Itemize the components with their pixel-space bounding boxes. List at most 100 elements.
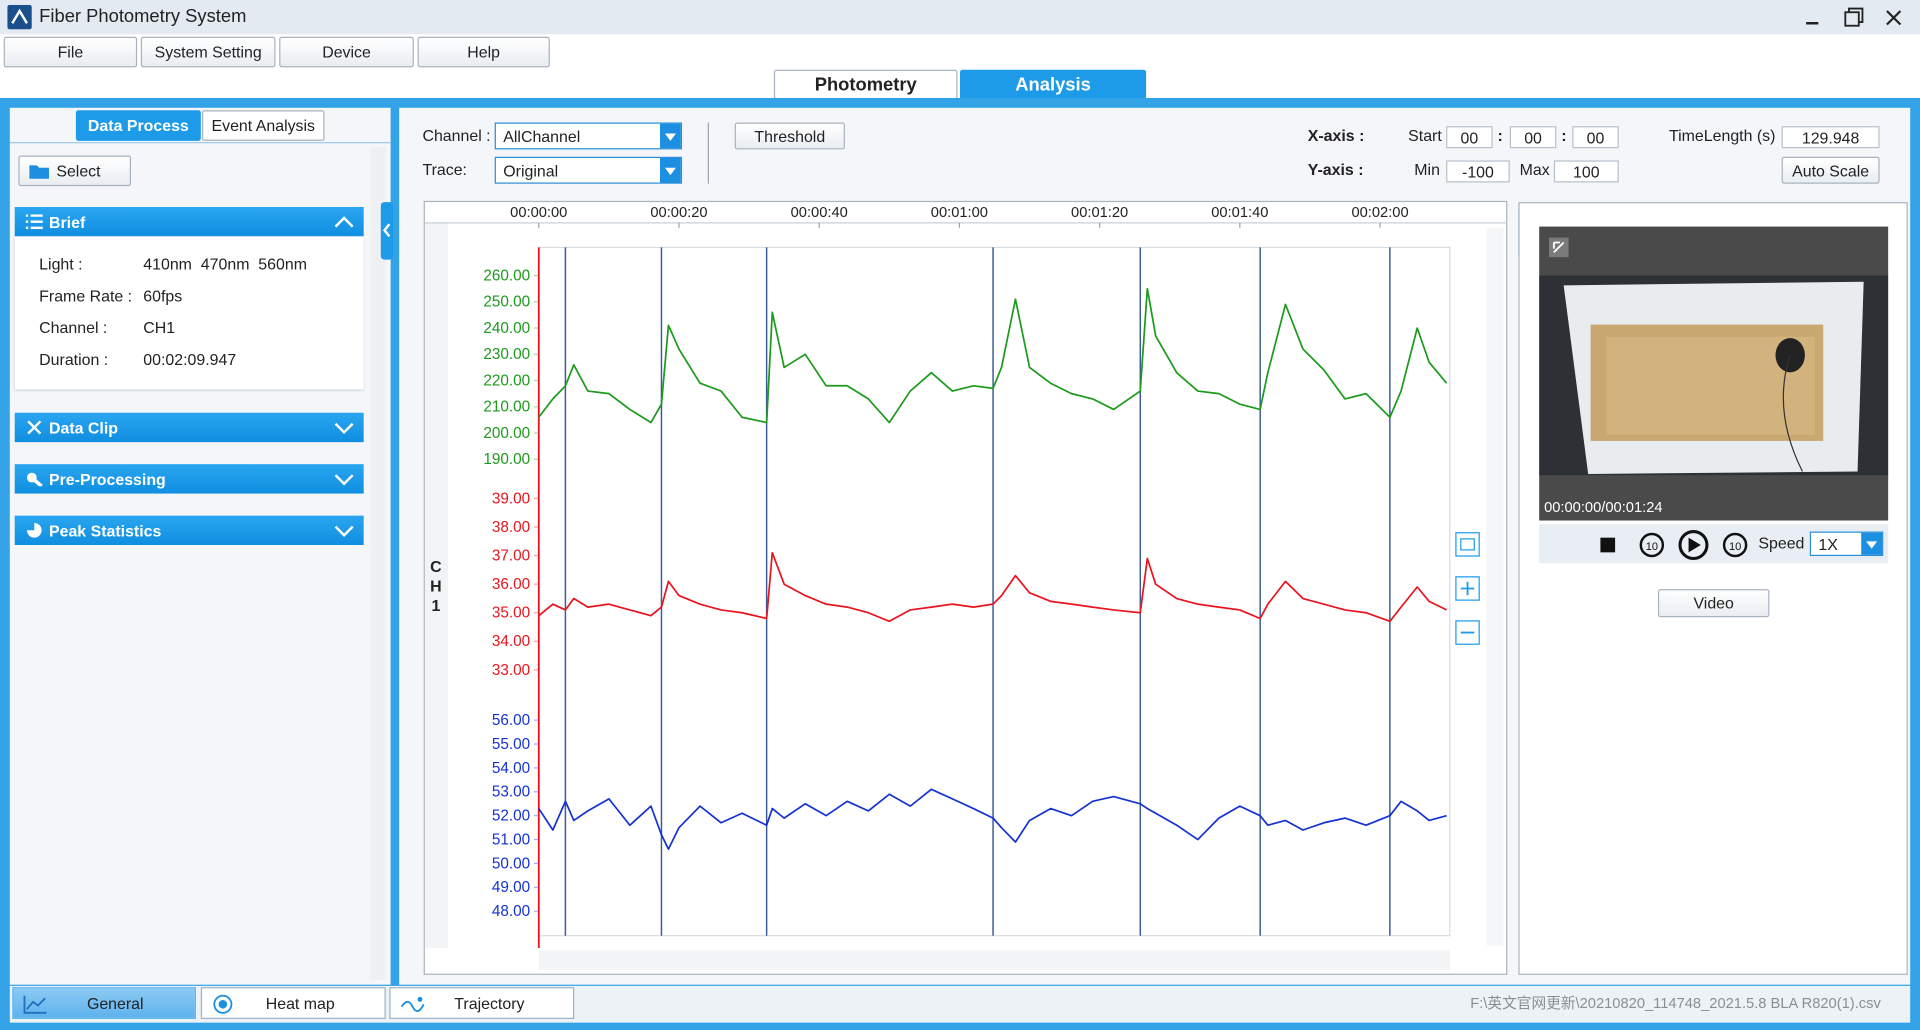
brief-card: Light : 410nm 470nm 560nm Frame Rate : 6… bbox=[14, 236, 364, 390]
start-label: Start bbox=[1408, 126, 1442, 145]
separator bbox=[707, 122, 709, 184]
section-title: Data Clip bbox=[48, 418, 118, 437]
start-seconds[interactable]: 00 bbox=[1572, 126, 1619, 149]
data-clip-header[interactable]: Data Clip bbox=[14, 412, 364, 443]
trace-dropdown[interactable]: Original bbox=[494, 156, 683, 184]
wrench-icon bbox=[26, 472, 43, 487]
brief-header[interactable]: Brief bbox=[14, 206, 364, 237]
min-field[interactable]: -100 bbox=[1446, 160, 1510, 183]
x-tick-label: 00:00:00 bbox=[510, 205, 567, 221]
channel-dropdown[interactable]: AllChannel bbox=[494, 122, 683, 150]
y-tick-label: 210.00 bbox=[483, 399, 530, 416]
collapse-left-tab[interactable] bbox=[380, 202, 394, 260]
tab-photometry[interactable]: Photometry bbox=[773, 69, 958, 100]
video-button[interactable]: Video bbox=[1657, 589, 1770, 618]
window-title: Fiber Photometry System bbox=[39, 6, 247, 27]
video-controls: 10 10 Speed 1X bbox=[1539, 524, 1889, 564]
dropdown-arrow bbox=[1861, 532, 1883, 555]
brief-value: 410nm 470nm 560nm bbox=[143, 254, 307, 274]
chart: 00:00:00 00:00:20 00:00:40 00:01:00 00:01:20… bbox=[424, 205, 1507, 970]
x-tick-label: 00:00:40 bbox=[791, 205, 848, 221]
scrollbar[interactable] bbox=[371, 146, 386, 980]
brief-title: Brief bbox=[48, 212, 86, 231]
peak-statistics-header[interactable]: Peak Statistics bbox=[14, 515, 364, 546]
brief-value: CH1 bbox=[143, 318, 176, 337]
y-tick-label: 220.00 bbox=[483, 372, 530, 389]
trace-label: Trace: bbox=[422, 160, 467, 179]
tab-label: Heat map bbox=[265, 993, 335, 1013]
menu-file[interactable]: File bbox=[3, 36, 138, 68]
tab-label: Trajectory bbox=[454, 993, 525, 1013]
y-tick-label: 52.00 bbox=[492, 808, 530, 825]
menu-system-setting[interactable]: System Setting bbox=[140, 36, 276, 68]
y-tick-label: 49.00 bbox=[492, 879, 530, 896]
tab-label: General bbox=[86, 993, 144, 1013]
trace-line bbox=[538, 287, 1448, 424]
menu-device[interactable]: Device bbox=[279, 36, 414, 68]
tab-analysis[interactable]: Analysis bbox=[960, 69, 1147, 100]
zoom-tools[interactable] bbox=[1455, 532, 1482, 650]
tab-event-analysis[interactable]: Event Analysis bbox=[202, 110, 325, 141]
y-axis-label: Y-axis : bbox=[1307, 160, 1364, 179]
auto-scale-button[interactable]: Auto Scale bbox=[1781, 156, 1880, 184]
brief-value: 60fps bbox=[143, 286, 183, 305]
tab-trajectory[interactable]: Trajectory bbox=[389, 987, 575, 1019]
tab-general[interactable]: General bbox=[12, 987, 196, 1019]
pre-processing-header[interactable]: Pre-Processing bbox=[14, 464, 364, 494]
playback-buttons[interactable]: 10 10 bbox=[1588, 527, 1759, 561]
channel-value: AllChannel bbox=[503, 126, 581, 146]
y-tick-label: 37.00 bbox=[492, 548, 530, 565]
section-title: Peak Statistics bbox=[48, 521, 162, 540]
max-label: Max bbox=[1519, 160, 1550, 179]
x-tick-label: 00:01:00 bbox=[931, 205, 988, 221]
y-tick-label: 260.00 bbox=[483, 267, 530, 284]
y-tick-label: 48.00 bbox=[492, 903, 530, 920]
tab-heat-map[interactable]: Heat map bbox=[200, 987, 386, 1019]
list-icon bbox=[25, 214, 43, 230]
expand-icon bbox=[334, 422, 354, 435]
brief-label: Channel : bbox=[39, 318, 108, 337]
trajectory-icon bbox=[400, 996, 425, 1012]
svg-text:10: 10 bbox=[1729, 541, 1741, 553]
status-path: F:\英文官网更新\20210820_114748_2021.5.8 BLA R… bbox=[1470, 994, 1881, 1012]
y-tick-label: 38.00 bbox=[492, 519, 530, 536]
window-controls[interactable] bbox=[1794, 5, 1916, 32]
select-label: Select bbox=[56, 161, 101, 181]
tab-data-process[interactable]: Data Process bbox=[75, 110, 201, 141]
heatmap-icon bbox=[213, 994, 233, 1014]
pie-icon bbox=[26, 522, 42, 538]
channel-label: Channel : bbox=[422, 126, 491, 145]
threshold-button[interactable]: Threshold bbox=[734, 122, 845, 150]
arrow-icon bbox=[664, 167, 676, 176]
speed-dropdown[interactable]: 1X bbox=[1809, 531, 1884, 557]
app-icon bbox=[7, 4, 32, 30]
svg-text:10: 10 bbox=[1646, 541, 1658, 553]
trace-value: Original bbox=[503, 161, 559, 180]
time-length-field[interactable]: 129.948 bbox=[1781, 126, 1880, 149]
time-length-label: TimeLength (s) bbox=[1668, 126, 1776, 145]
arrow-icon bbox=[382, 223, 391, 238]
dropdown-arrow bbox=[660, 123, 681, 149]
speed-label: Speed bbox=[1758, 533, 1805, 553]
select-button[interactable]: Select bbox=[18, 155, 132, 187]
divider bbox=[9, 142, 391, 144]
menu-help[interactable]: Help bbox=[417, 36, 550, 68]
title-bar: Fiber Photometry System bbox=[0, 0, 1920, 35]
y-tick-label: 34.00 bbox=[492, 633, 530, 650]
v-scrollbar[interactable] bbox=[1486, 227, 1504, 946]
start-minutes[interactable]: 00 bbox=[1509, 126, 1557, 149]
x-tick-label: 00:01:40 bbox=[1211, 205, 1268, 221]
h-scrollbar[interactable] bbox=[538, 950, 1450, 970]
start-hours[interactable]: 00 bbox=[1446, 126, 1493, 149]
max-field[interactable]: 100 bbox=[1553, 160, 1619, 183]
channel-strip bbox=[424, 222, 449, 948]
arrow-icon bbox=[1866, 541, 1878, 549]
channel-label: CH1 bbox=[430, 557, 442, 615]
video-timestamp: 00:00:00/00:01:24 bbox=[1544, 498, 1663, 516]
x-tick-label: 00:02:00 bbox=[1351, 205, 1408, 221]
y-tick-label: 240.00 bbox=[483, 320, 530, 337]
y-tick-label: 55.00 bbox=[492, 736, 530, 753]
x-axis-label: X-axis : bbox=[1307, 126, 1365, 145]
y-tick-label: 51.00 bbox=[492, 831, 530, 848]
